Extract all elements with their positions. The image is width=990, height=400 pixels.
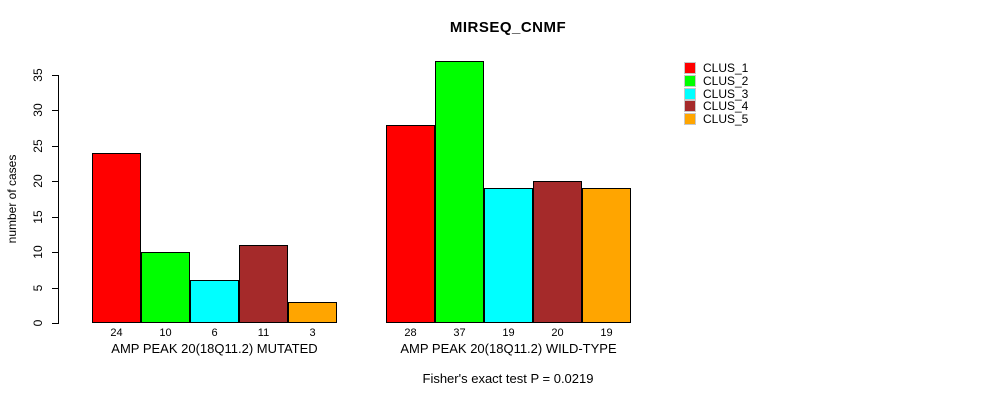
y-tick-label: 35: [31, 68, 45, 82]
bar-value-label: 3: [309, 327, 316, 339]
bar-value-label: 11: [257, 327, 270, 339]
legend-item: CLUS_5: [684, 113, 748, 126]
y-tick-label: 5: [31, 284, 45, 292]
legend: CLUS_1 CLUS_2 CLUS_3 CLUS_4 CLUS_5: [684, 62, 748, 126]
legend-swatch-icon: [684, 62, 696, 75]
legend-swatch-icon: [684, 100, 696, 113]
y-tick-label: 25: [31, 139, 45, 153]
bar-clus_2-group1: [141, 252, 190, 323]
group-axis-label: AMP PEAK 20(18Q11.2) WILD-TYPE: [400, 341, 617, 356]
legend-label: CLUS_2: [703, 74, 749, 89]
bar-clus_3-group2: [484, 188, 533, 323]
legend-label: CLUS_5: [703, 112, 749, 127]
legend-label: CLUS_1: [703, 61, 749, 76]
bar-clus_5-group2: [582, 188, 631, 323]
y-tick-mark: [52, 75, 58, 76]
bar-value-label: 24: [110, 327, 123, 339]
y-tick-mark: [52, 252, 58, 253]
bar-clus_1-group1: [92, 153, 141, 323]
group-axis-label: AMP PEAK 20(18Q11.2) MUTATED: [111, 341, 318, 356]
y-tick-mark: [52, 181, 58, 182]
y-tick-mark: [52, 146, 58, 147]
y-tick-label: 15: [31, 210, 45, 224]
y-tick-label: 30: [31, 103, 45, 117]
legend-swatch-icon: [684, 75, 696, 88]
y-tick-label: 10: [31, 245, 45, 259]
bar-clus_5-group1: [288, 302, 337, 323]
y-axis-title: number of cases: [5, 154, 19, 244]
legend-label: CLUS_4: [703, 99, 749, 114]
y-tick-mark: [52, 288, 58, 289]
legend-label: CLUS_3: [703, 86, 749, 101]
bar-value-label: 6: [211, 327, 218, 339]
legend-item: CLUS_1: [684, 62, 748, 75]
y-tick-mark: [52, 217, 58, 218]
bar-clus_4-group2: [533, 181, 582, 323]
bar-clus_2-group2: [435, 61, 484, 323]
bar-clus_1-group2: [386, 125, 435, 323]
y-tick-label: 20: [31, 174, 45, 188]
chart-title: MIRSEQ_CNMF: [449, 19, 567, 36]
fisher-test-annotation: Fisher's exact test P = 0.0219: [422, 371, 594, 386]
bar-value-label: 28: [404, 327, 417, 339]
bar-value-label: 19: [600, 327, 613, 339]
legend-item: CLUS_3: [684, 87, 748, 100]
bar-value-label: 37: [453, 327, 466, 339]
y-tick-mark: [52, 323, 58, 324]
legend-item: CLUS_4: [684, 100, 748, 113]
legend-swatch-icon: [684, 113, 696, 126]
y-axis-line: [58, 75, 59, 324]
legend-item: CLUS_2: [684, 75, 748, 88]
bar-value-label: 10: [159, 327, 172, 339]
bar-clus_4-group1: [239, 245, 288, 323]
legend-swatch-icon: [684, 87, 696, 100]
y-tick-mark: [52, 110, 58, 111]
y-tick-label: 0: [31, 319, 45, 327]
bar-value-label: 20: [551, 327, 564, 339]
bar-value-label: 19: [502, 327, 515, 339]
bar-clus_3-group1: [190, 280, 239, 323]
